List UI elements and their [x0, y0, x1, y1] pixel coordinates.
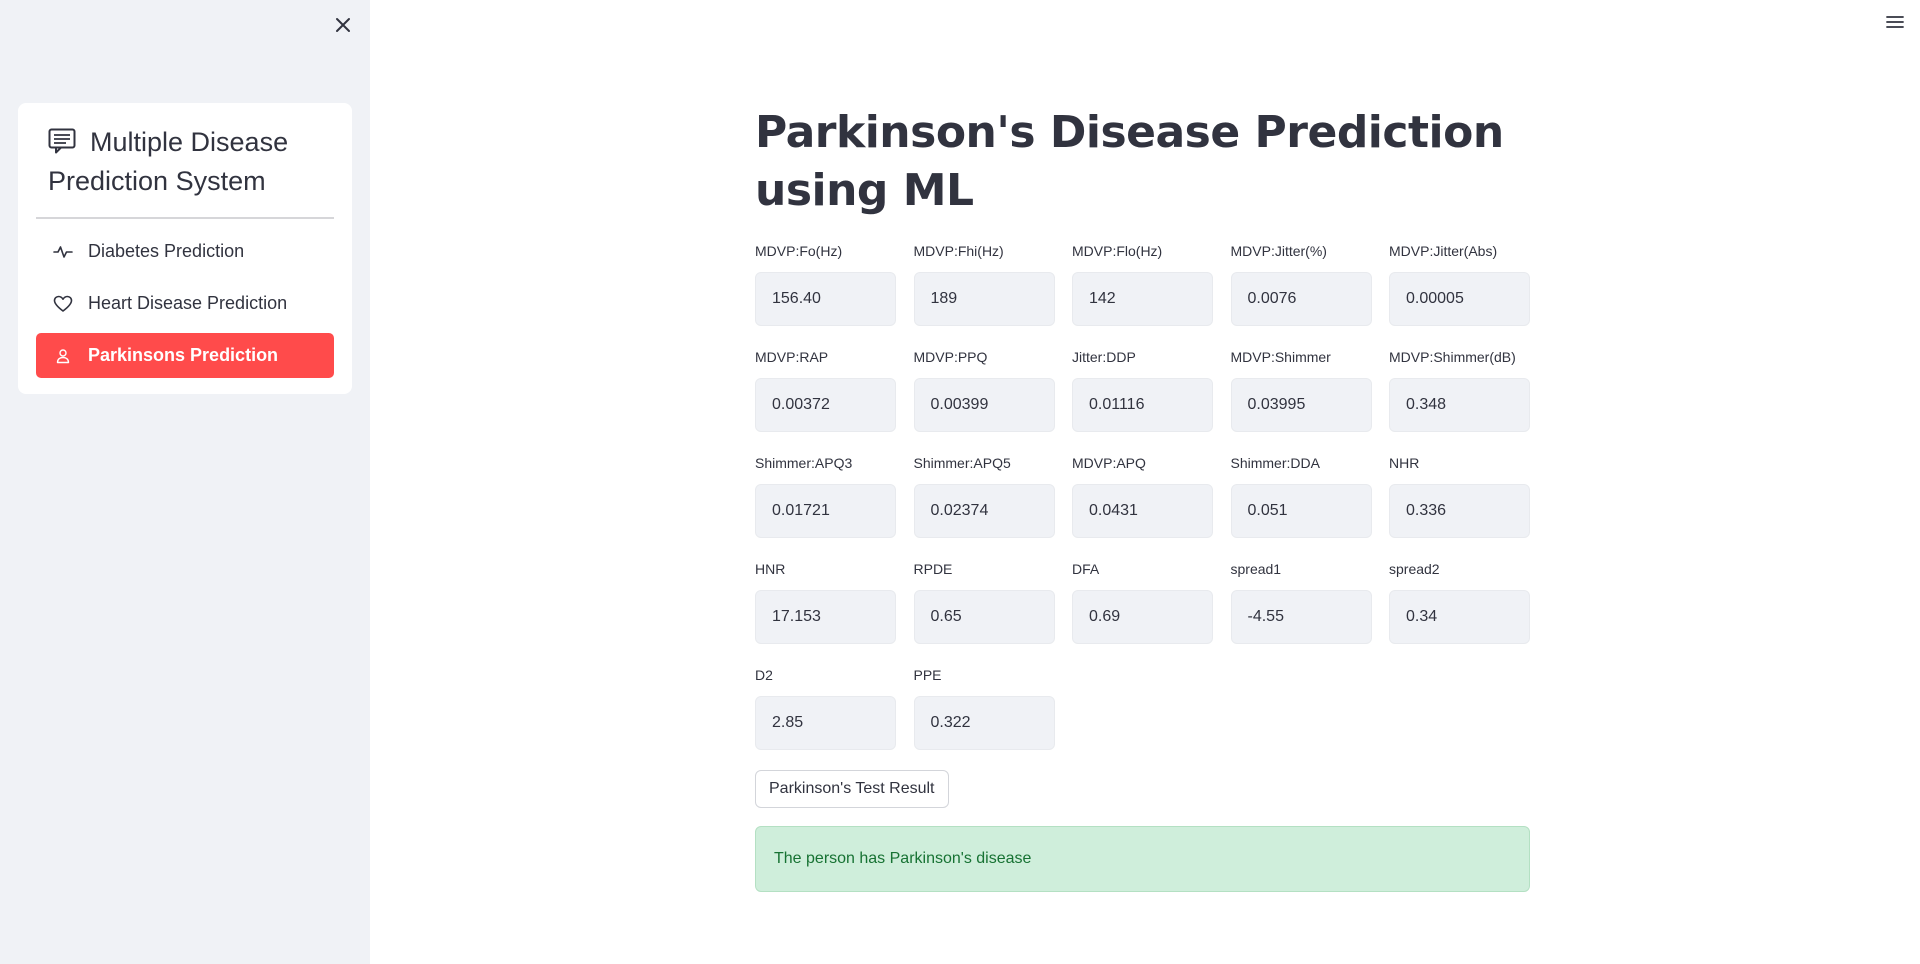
- field-label: MDVP:APQ: [1072, 455, 1146, 471]
- field-input[interactable]: [913, 590, 1055, 644]
- activity-icon: [52, 241, 74, 263]
- field-label: spread2: [1389, 561, 1440, 577]
- input-grid: MDVP:Fo(Hz) MDVP:Fhi(Hz) MDVP:Flo(Hz) MDVP:…: [755, 238, 1530, 768]
- field-label: MDVP:Jitter(Abs): [1389, 243, 1498, 259]
- field-input[interactable]: [1072, 484, 1213, 538]
- field-input[interactable]: [1230, 378, 1372, 432]
- page-title: Parkinson's Disease Prediction using ML: [755, 107, 1504, 216]
- input-field: Shimmer:APQ3: [755, 450, 896, 556]
- input-field: MDVP:Jitter(Abs): [1389, 238, 1530, 344]
- sidebar-item-diabetes[interactable]: Diabetes Prediction: [36, 229, 334, 274]
- field-label: Shimmer:APQ3: [755, 455, 853, 471]
- field-label: MDVP:Jitter(%): [1230, 243, 1327, 259]
- field-input[interactable]: [1389, 484, 1530, 538]
- field-input[interactable]: [1230, 484, 1372, 538]
- field-input[interactable]: [1230, 590, 1372, 644]
- field-input[interactable]: [1389, 272, 1530, 326]
- input-field: MDVP:PPQ: [913, 344, 1055, 450]
- menu-title: Multiple Disease Prediction System: [36, 123, 334, 201]
- input-field: Shimmer:APQ5: [913, 450, 1055, 556]
- field-input[interactable]: [913, 378, 1055, 432]
- result-alert: The person has Parkinson's disease: [755, 826, 1530, 892]
- field-label: Jitter:DDP: [1072, 349, 1136, 365]
- sidebar-item-parkinsons[interactable]: Parkinsons Prediction: [36, 333, 334, 378]
- close-icon: [336, 18, 350, 32]
- field-label: MDVP:Fhi(Hz): [913, 243, 1004, 259]
- field-input[interactable]: [1389, 378, 1530, 432]
- field-label: MDVP:Fo(Hz): [755, 243, 843, 259]
- sidebar-item-label: Parkinsons Prediction: [88, 345, 279, 365]
- hamburger-icon: [1886, 16, 1904, 28]
- field-label: NHR: [1389, 455, 1420, 471]
- field-input[interactable]: [1389, 590, 1530, 644]
- field-label: MDVP:RAP: [755, 349, 829, 365]
- field-input[interactable]: [755, 590, 896, 644]
- field-label: MDVP:Flo(Hz): [1072, 243, 1163, 259]
- sidebar-item-label: Heart Disease Prediction: [88, 293, 288, 313]
- field-input[interactable]: [913, 484, 1055, 538]
- field-input[interactable]: [755, 272, 896, 326]
- field-label: Shimmer:APQ5: [913, 455, 1011, 471]
- field-label: Shimmer:DDA: [1230, 455, 1320, 471]
- field-label: DFA: [1072, 561, 1100, 577]
- input-field: MDVP:Shimmer(dB): [1389, 344, 1530, 450]
- field-input[interactable]: [755, 696, 896, 750]
- field-input[interactable]: [755, 378, 896, 432]
- close-sidebar-button[interactable]: [328, 10, 358, 40]
- sidebar-item-label: Diabetes Prediction: [88, 241, 245, 261]
- input-field: MDVP:Fo(Hz): [755, 238, 896, 344]
- field-label: MDVP:Shimmer: [1230, 349, 1331, 365]
- input-field: MDVP:Flo(Hz): [1072, 238, 1213, 344]
- main-menu-button[interactable]: [1880, 10, 1910, 34]
- input-field: NHR: [1389, 450, 1530, 556]
- input-field: RPDE: [913, 556, 1055, 662]
- person-icon: [52, 345, 74, 367]
- sidebar: Multiple Disease Prediction System Diabe…: [0, 0, 370, 964]
- field-input[interactable]: [1072, 272, 1213, 326]
- heart-icon: [52, 293, 74, 315]
- field-label: MDVP:Shimmer(dB): [1389, 349, 1516, 365]
- input-field: DFA: [1072, 556, 1213, 662]
- field-input[interactable]: [755, 484, 896, 538]
- input-field: HNR: [755, 556, 896, 662]
- field-label: spread1: [1230, 561, 1282, 577]
- menu-title-text: Multiple Disease Prediction System: [48, 127, 289, 196]
- option-menu: Multiple Disease Prediction System Diabe…: [18, 103, 352, 394]
- field-label: HNR: [755, 561, 786, 577]
- field-label: RPDE: [913, 561, 953, 577]
- field-input[interactable]: [913, 272, 1055, 326]
- field-label: MDVP:PPQ: [913, 349, 988, 365]
- field-input[interactable]: [1072, 378, 1213, 432]
- test-result-button[interactable]: Parkinson's Test Result: [755, 770, 949, 808]
- input-field: Shimmer:DDA: [1230, 450, 1372, 556]
- field-input[interactable]: [913, 696, 1055, 750]
- result-text: The person has Parkinson's disease: [774, 850, 1032, 867]
- field-input[interactable]: [1230, 272, 1372, 326]
- input-field: PPE: [913, 662, 1055, 768]
- input-field: spread2: [1389, 556, 1530, 662]
- input-field: spread1: [1230, 556, 1372, 662]
- input-field: MDVP:Fhi(Hz): [913, 238, 1055, 344]
- input-field: MDVP:APQ: [1072, 450, 1213, 556]
- field-input[interactable]: [1072, 590, 1213, 644]
- menu-divider: [36, 217, 334, 219]
- sidebar-item-heart[interactable]: Heart Disease Prediction: [36, 281, 334, 326]
- input-field: MDVP:RAP: [755, 344, 896, 450]
- input-field: MDVP:Jitter(%): [1230, 238, 1372, 344]
- field-label: D2: [755, 667, 773, 683]
- chat-lines-icon: [48, 128, 76, 154]
- field-label: PPE: [913, 667, 942, 683]
- input-field: Jitter:DDP: [1072, 344, 1213, 450]
- input-field: MDVP:Shimmer: [1230, 344, 1372, 450]
- input-field: D2: [755, 662, 896, 768]
